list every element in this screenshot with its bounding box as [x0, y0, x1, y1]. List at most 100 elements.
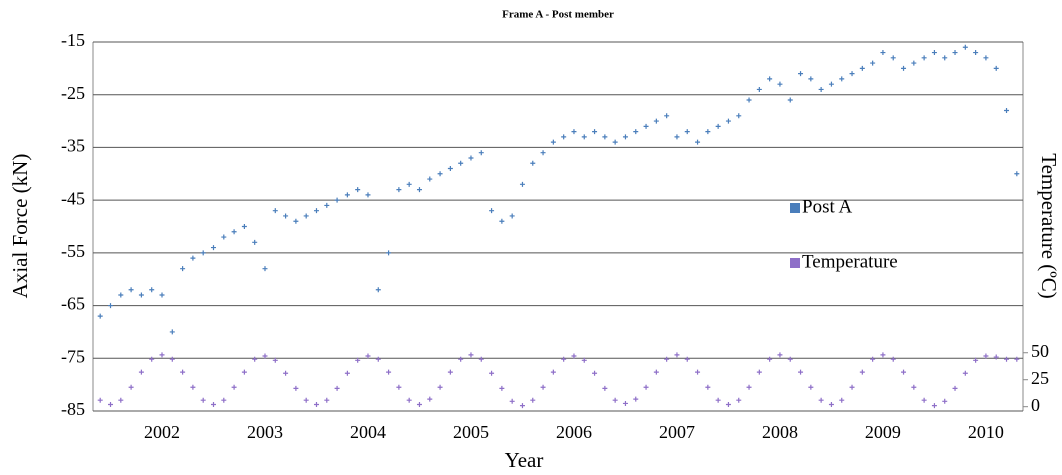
x-axis-label: Year [505, 448, 544, 472]
point [427, 176, 433, 182]
point [653, 369, 659, 375]
point [283, 213, 289, 219]
point [241, 224, 247, 229]
point [468, 155, 474, 161]
point [180, 369, 186, 375]
point [870, 356, 876, 362]
point [519, 403, 525, 409]
point [705, 384, 711, 390]
point [138, 292, 144, 298]
point [118, 397, 124, 403]
point [901, 369, 907, 375]
point [386, 250, 392, 256]
x-tick-label: 2010 [968, 422, 1004, 442]
point [499, 218, 505, 224]
point [756, 86, 762, 92]
point [108, 402, 114, 408]
point [252, 239, 258, 245]
point [293, 218, 299, 224]
point [313, 402, 319, 408]
point [200, 397, 206, 403]
x-tick-label: 2008 [762, 422, 798, 442]
point [293, 385, 299, 391]
point [952, 50, 958, 56]
legend-label: Post A [802, 196, 852, 217]
point [653, 118, 659, 124]
point [870, 60, 876, 66]
point [931, 403, 937, 409]
point [911, 384, 917, 390]
point [190, 384, 196, 390]
point [550, 369, 556, 375]
point [664, 113, 670, 119]
point [849, 384, 855, 390]
point [828, 402, 834, 408]
point [777, 352, 783, 358]
point [262, 266, 268, 272]
point [962, 370, 968, 376]
point [283, 370, 289, 376]
legend-label: Temperature [802, 251, 898, 272]
point [849, 71, 855, 77]
point [550, 139, 556, 145]
point [509, 398, 515, 404]
point [828, 81, 834, 87]
point [478, 150, 484, 156]
point [447, 166, 453, 172]
point [427, 396, 433, 402]
point [633, 396, 639, 402]
point [736, 113, 742, 119]
point [901, 65, 907, 71]
point [787, 97, 793, 103]
point [138, 369, 144, 375]
point [540, 384, 546, 390]
point [530, 160, 536, 166]
point [859, 65, 865, 71]
point [808, 384, 814, 390]
point [561, 134, 567, 140]
y-tick-label: -25 [61, 83, 85, 103]
point [375, 356, 381, 362]
point [540, 150, 546, 156]
point [746, 97, 752, 103]
point [365, 353, 371, 359]
point [489, 370, 495, 376]
y-tick-label: -75 [61, 346, 85, 366]
point [983, 353, 989, 359]
legend-swatch [790, 258, 800, 268]
point [344, 192, 350, 198]
y-tick-label: -35 [61, 136, 85, 156]
legend-swatch [790, 203, 800, 213]
point [633, 129, 639, 135]
point [612, 397, 618, 403]
point [169, 329, 175, 335]
point [334, 197, 340, 203]
point [499, 385, 505, 391]
y-tick-label: -15 [61, 30, 85, 50]
point [643, 384, 649, 390]
y2-tick-label: 50 [1031, 341, 1049, 361]
point [911, 60, 917, 66]
point [684, 356, 690, 362]
point [231, 384, 237, 390]
y-axis-label: Axial Force (kN) [8, 154, 32, 299]
point [210, 245, 216, 251]
point [159, 292, 165, 298]
point [313, 208, 319, 214]
point [993, 65, 999, 71]
point [303, 397, 309, 403]
point [715, 123, 721, 129]
point [880, 352, 886, 358]
point [221, 234, 227, 240]
point [231, 229, 237, 235]
point [406, 397, 412, 403]
point [973, 357, 979, 363]
point [159, 352, 165, 358]
point [695, 139, 701, 145]
point [622, 134, 628, 140]
point [890, 356, 896, 362]
point [1014, 171, 1020, 177]
point [458, 160, 464, 166]
point [602, 134, 608, 140]
